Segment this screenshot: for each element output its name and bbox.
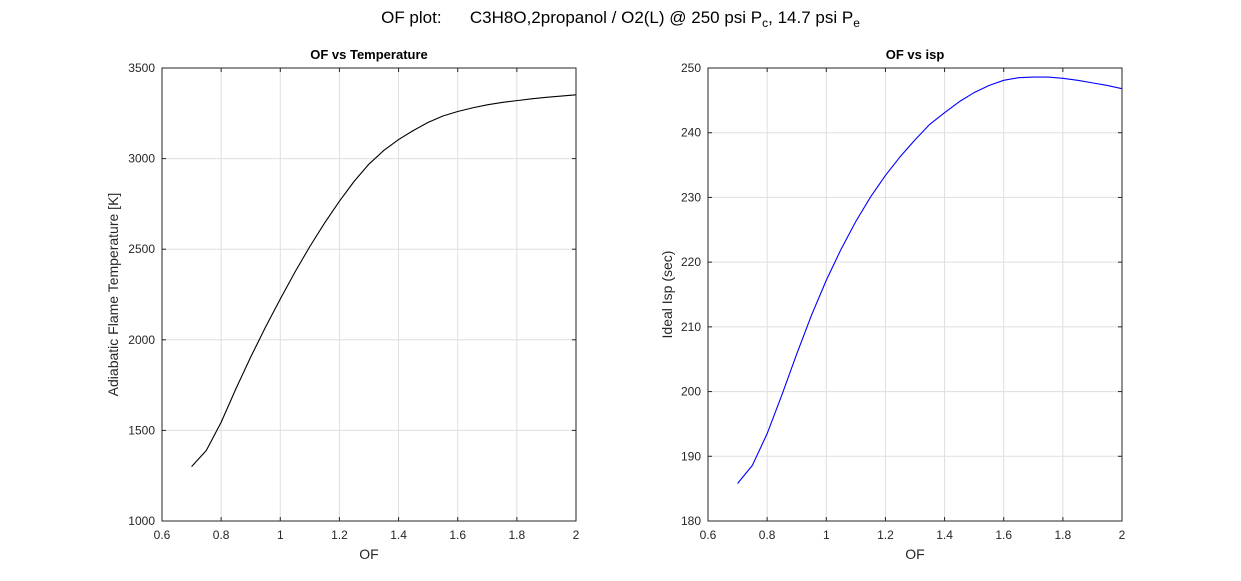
isp-plot-area [708,68,1122,521]
isp-x-tick-label: 1.8 [1055,528,1072,542]
isp-y-tick-label: 230 [681,190,701,204]
temperature-plot: 0.6 0.8 1 1.2 1.4 1.6 1.8 2 1000 1500 2000 2500 3000… [105,47,580,562]
isp-y-tick-label: 250 [681,61,701,75]
temp-y-tick-label: 2000 [128,333,155,347]
isp-plot-title: OF vs isp [886,47,945,62]
temp-x-tick-label: 1.4 [390,528,407,542]
isp-x-tick-label: 2 [1119,528,1126,542]
temp-series-line [191,94,577,468]
isp-y-axis-label: Ideal Isp (sec) [659,251,675,339]
temp-y-tick-label: 1000 [128,514,155,528]
isp-plot: 0.6 0.8 1 1.2 1.4 1.6 1.8 2 180 190 200 210 220 230 24… [659,47,1126,562]
isp-x-tick-label: 1.4 [936,528,953,542]
isp-axes-box [707,67,1123,522]
temp-x-tick-label: 1.2 [331,528,348,542]
isp-x-tick-label: 1.2 [877,528,894,542]
isp-x-tick-label: 1.6 [995,528,1012,542]
isp-y-tick-label: 210 [681,320,701,334]
temp-x-tick-label: 1 [277,528,284,542]
temp-plot-title: OF vs Temperature [310,47,428,62]
isp-x-tick-label: 0.6 [700,528,717,542]
temp-y-axis-label: Adiabatic Flame Temperature [K] [105,193,121,397]
isp-x-tick-label: 0.8 [759,528,776,542]
temp-y-tick-label: 2500 [128,242,155,256]
temp-x-tick-label: 0.6 [154,528,171,542]
temp-x-tick-label: 1.8 [509,528,526,542]
temp-x-tick-label: 0.8 [213,528,230,542]
temp-y-tick-label: 3500 [128,61,155,75]
isp-x-axis-label: OF [905,546,924,562]
isp-y-tick-label: 190 [681,449,701,463]
isp-y-tick-label: 220 [681,255,701,269]
isp-y-tick-label: 200 [681,385,701,399]
temp-y-tick-label: 1500 [128,423,155,437]
isp-x-tick-label: 1 [823,528,830,542]
isp-y-tick-label: 240 [681,126,701,140]
temp-x-axis-label: OF [359,546,378,562]
temp-plot-area [162,68,576,521]
isp-series-line [737,76,1123,484]
temp-x-tick-label: 1.6 [449,528,466,542]
temp-y-tick-label: 3000 [128,152,155,166]
figure-title: OF plot: C3H8O,2propanol / O2(L) @ 250 p… [381,8,860,30]
temp-axes-box [161,67,577,522]
isp-y-tick-label: 180 [681,514,701,528]
temp-x-tick-label: 2 [573,528,580,542]
